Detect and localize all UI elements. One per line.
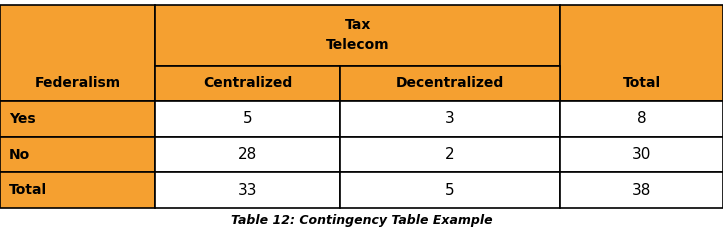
Bar — [0, 137, 155, 172]
Text: 33: 33 — [238, 183, 257, 198]
Text: 3: 3 — [445, 112, 455, 126]
Text: Tax
Telecom: Tax Telecom — [326, 18, 390, 52]
Text: 30: 30 — [632, 147, 651, 162]
Text: 5: 5 — [445, 183, 455, 198]
Bar — [0, 172, 155, 208]
Text: Total: Total — [623, 76, 661, 90]
Bar — [560, 172, 723, 208]
Text: Federalism: Federalism — [35, 76, 121, 90]
Bar — [340, 66, 560, 101]
Bar — [340, 172, 560, 208]
Text: Yes: Yes — [9, 112, 35, 126]
Bar — [560, 5, 723, 101]
Text: Table 12: Contingency Table Example: Table 12: Contingency Table Example — [231, 214, 492, 227]
Bar — [560, 137, 723, 172]
Bar — [155, 137, 340, 172]
Bar — [340, 137, 560, 172]
Bar — [560, 101, 723, 137]
Text: 5: 5 — [243, 112, 252, 126]
Bar — [155, 172, 340, 208]
Text: No: No — [9, 148, 30, 161]
Bar — [155, 101, 340, 137]
Text: Centralized: Centralized — [203, 76, 292, 90]
Text: 28: 28 — [238, 147, 257, 162]
Bar — [155, 5, 560, 66]
Text: 38: 38 — [632, 183, 651, 198]
Bar — [0, 101, 155, 137]
Bar — [0, 5, 155, 101]
Text: 8: 8 — [637, 112, 646, 126]
Text: Decentralized: Decentralized — [396, 76, 504, 90]
Bar — [340, 101, 560, 137]
Text: 2: 2 — [445, 147, 455, 162]
Text: Total: Total — [9, 183, 47, 197]
Bar — [155, 66, 340, 101]
